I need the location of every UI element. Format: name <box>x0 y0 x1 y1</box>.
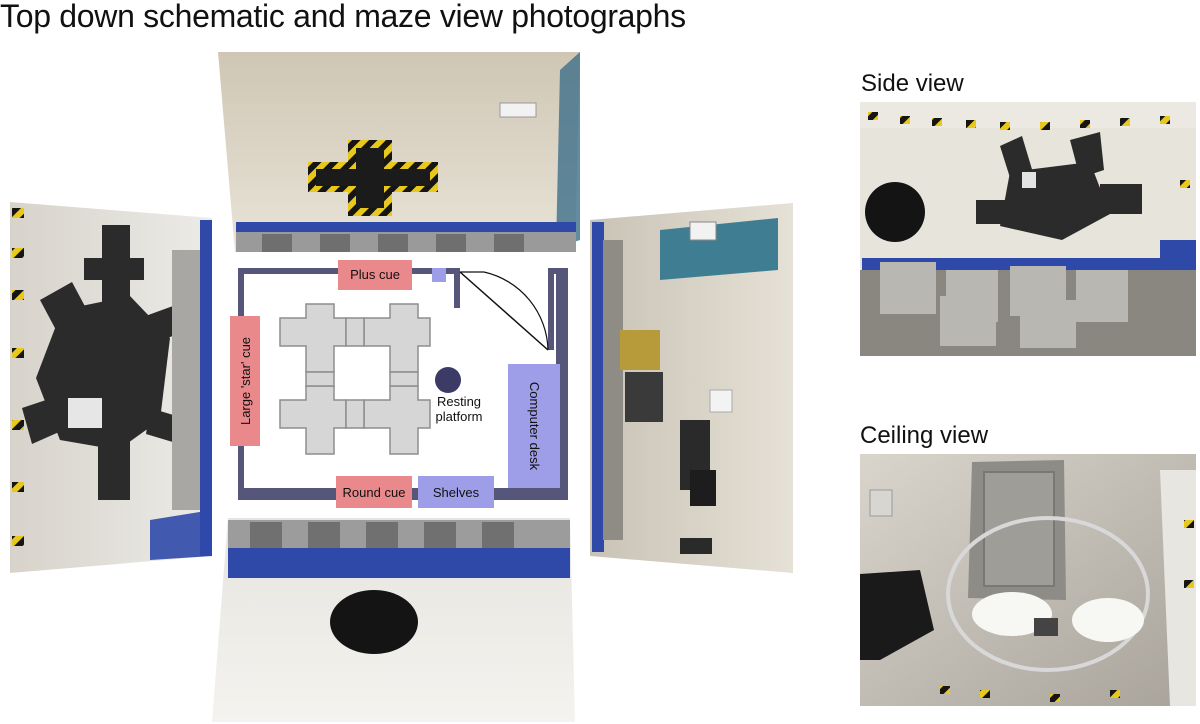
star-cue-label: Large 'star' cue <box>238 337 253 425</box>
maze-bridge <box>389 371 419 387</box>
shelves-label: Shelves <box>433 485 480 500</box>
maze-module <box>279 303 347 373</box>
maze-modules <box>279 303 431 455</box>
resting-platform-label-line1: Resting <box>437 394 481 409</box>
computer-desk-box <box>508 364 560 488</box>
ceiling-view-photo <box>860 454 1196 706</box>
resting-platform <box>435 367 461 393</box>
star-cue-box <box>230 316 260 446</box>
maze-module <box>279 385 347 455</box>
small-block <box>432 268 446 282</box>
round-cue-photo <box>330 590 418 654</box>
plus-cue-photo <box>308 140 438 216</box>
maze-module <box>363 385 431 455</box>
shelves-box <box>418 476 494 508</box>
computer-desk-label: Computer desk <box>527 382 542 471</box>
side-view-label: Side view <box>861 70 964 97</box>
left-wall-photo <box>10 202 212 573</box>
maze-module <box>363 303 431 373</box>
door-arc <box>483 271 549 351</box>
door-swing <box>459 271 549 351</box>
plus-cue-box <box>338 260 412 290</box>
top-wall-photo <box>218 52 580 252</box>
bottom-wall-photo <box>212 518 575 722</box>
round-cue-box <box>336 476 412 508</box>
figure-title: Top down schematic and maze view photogr… <box>0 0 686 34</box>
right-wall-photo <box>590 203 793 573</box>
plus-cue-label: Plus cue <box>350 267 400 282</box>
round-cue-label: Round cue <box>343 485 406 500</box>
maze-bridge <box>305 371 335 387</box>
maze-bridge <box>345 317 365 347</box>
ceiling-view-label: Ceiling view <box>860 422 989 449</box>
resting-platform-label-line2: platform <box>436 409 483 424</box>
maze-bridge <box>345 399 365 429</box>
room-schematic: Resting platform Plus cue Large 'star' c… <box>230 260 568 508</box>
side-view-photo <box>860 102 1196 356</box>
